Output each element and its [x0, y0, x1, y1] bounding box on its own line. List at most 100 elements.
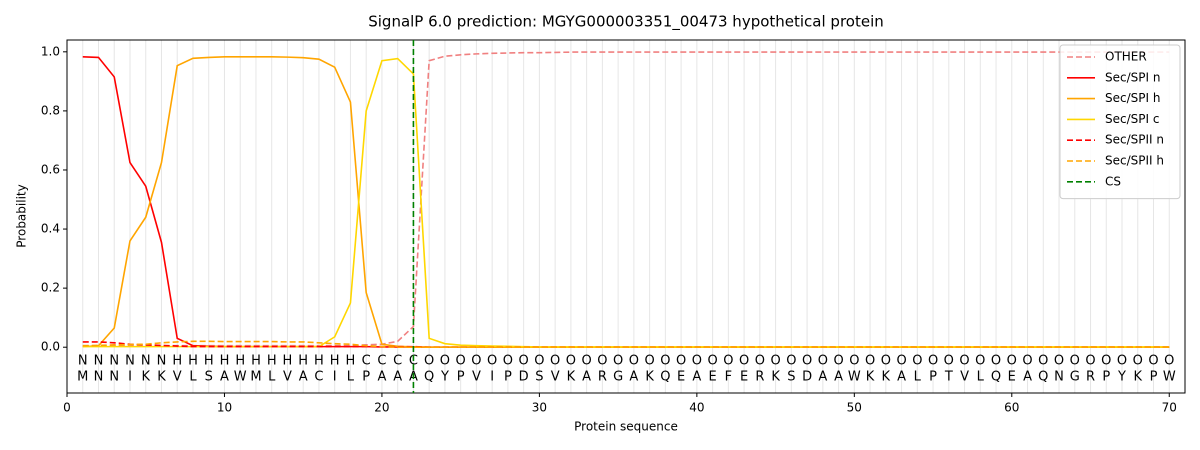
region-label: O: [944, 354, 954, 369]
x-tick-label: 60: [1004, 401, 1019, 415]
residue-label: V: [173, 370, 182, 385]
region-label: O: [613, 354, 623, 369]
region-label: O: [707, 354, 717, 369]
region-label: O: [849, 354, 859, 369]
residue-label: R: [598, 370, 607, 385]
region-label: O: [912, 354, 922, 369]
region-label: O: [424, 354, 434, 369]
residue-label: P: [1150, 370, 1158, 385]
residue-label: A: [582, 370, 591, 385]
residue-label: R: [755, 370, 764, 385]
y-tick-label: 0.0: [41, 340, 60, 354]
residue-label: W: [848, 370, 861, 385]
region-label: O: [440, 354, 450, 369]
y-tick-label: 1.0: [41, 44, 60, 58]
region-label: O: [456, 354, 466, 369]
region-label: O: [739, 354, 749, 369]
residue-label: L: [914, 370, 922, 385]
residue-label: P: [504, 370, 512, 385]
region-label: H: [172, 354, 182, 369]
region-label: H: [235, 354, 245, 369]
residue-label: A: [818, 370, 827, 385]
region-label: O: [676, 354, 686, 369]
series-line: [82, 57, 1170, 348]
region-label: O: [1148, 354, 1158, 369]
region-label: H: [314, 354, 324, 369]
x-tick-label: 70: [1162, 401, 1177, 415]
residue-label: K: [567, 370, 576, 385]
legend-label: Sec/SPII h: [1105, 154, 1164, 168]
residue-label: N: [94, 370, 104, 385]
x-tick-label: 0: [63, 401, 71, 415]
region-label: O: [487, 354, 497, 369]
region-label: O: [645, 354, 655, 369]
region-label: O: [723, 354, 733, 369]
residue-label: N: [109, 370, 119, 385]
residue-label: M: [250, 370, 261, 385]
residue-label: A: [220, 370, 229, 385]
x-tick-label: 30: [532, 401, 547, 415]
residue-label: P: [1102, 370, 1110, 385]
region-label: O: [597, 354, 607, 369]
residue-label: I: [128, 370, 132, 385]
region-label: O: [1038, 354, 1048, 369]
region-label: C: [409, 354, 418, 369]
region-label: O: [1101, 354, 1111, 369]
x-tick-label: 40: [689, 401, 704, 415]
residue-label: G: [1070, 370, 1080, 385]
residue-label: Q: [424, 370, 434, 385]
legend-label: OTHER: [1105, 50, 1147, 64]
residue-label: L: [347, 370, 355, 385]
series-line: [82, 56, 1170, 349]
residue-label: L: [268, 370, 276, 385]
residue-label: E: [708, 370, 716, 385]
plot-frame: [66, 39, 1186, 394]
region-label: N: [141, 354, 151, 369]
legend-label: Sec/SPI c: [1105, 112, 1159, 126]
residue-label: A: [897, 370, 906, 385]
residue-label: C: [314, 370, 323, 385]
residue-label: Q: [660, 370, 670, 385]
residue-label: Y: [1117, 370, 1126, 385]
legend-label: Sec/SPII n: [1105, 133, 1164, 147]
y-tick-label: 0.8: [41, 103, 60, 117]
region-label: C: [377, 354, 386, 369]
residue-label: A: [629, 370, 638, 385]
region-label: N: [78, 354, 88, 369]
region-label: O: [1164, 354, 1174, 369]
region-label: O: [1133, 354, 1143, 369]
region-label: O: [1070, 354, 1080, 369]
x-tick-label: 10: [217, 401, 232, 415]
residue-label: W: [1163, 370, 1176, 385]
region-label: O: [534, 354, 544, 369]
region-label: N: [125, 354, 135, 369]
residue-label: A: [393, 370, 402, 385]
legend-label: CS: [1105, 174, 1121, 188]
region-label: O: [991, 354, 1001, 369]
residue-label: V: [283, 370, 292, 385]
residue-label: I: [490, 370, 494, 385]
residue-label: W: [234, 370, 247, 385]
residue-label: A: [299, 370, 308, 385]
region-label: O: [1007, 354, 1017, 369]
residue-label: A: [692, 370, 701, 385]
residue-label: A: [834, 370, 843, 385]
region-label: O: [503, 354, 513, 369]
x-tick-label: 20: [374, 401, 389, 415]
region-label: O: [818, 354, 828, 369]
region-label: H: [346, 354, 356, 369]
region-label: O: [770, 354, 780, 369]
region-label: O: [896, 354, 906, 369]
region-label: O: [629, 354, 639, 369]
region-label: O: [802, 354, 812, 369]
residue-label: K: [141, 370, 150, 385]
y-tick-label: 0.6: [41, 162, 60, 176]
residue-label: R: [1086, 370, 1095, 385]
region-label: H: [251, 354, 261, 369]
residue-label: T: [944, 370, 953, 385]
region-label: H: [283, 354, 293, 369]
residue-label: E: [677, 370, 685, 385]
region-label: H: [188, 354, 198, 369]
residue-label: I: [333, 370, 337, 385]
legend-label: Sec/SPI n: [1105, 70, 1160, 84]
